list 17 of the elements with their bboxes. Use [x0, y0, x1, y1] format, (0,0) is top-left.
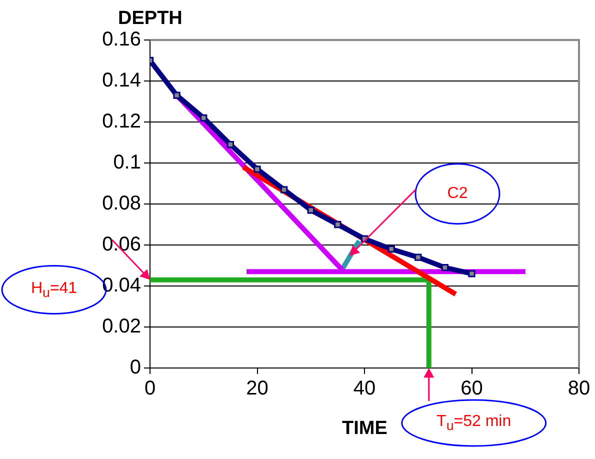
x-tick-label: 20 — [246, 378, 268, 400]
x-axis-title: TIME — [342, 418, 388, 440]
y-tick-label: 0.12 — [102, 110, 141, 133]
y-tick-label: 0.14 — [102, 70, 141, 92]
x-tick-label: 80 — [568, 378, 590, 400]
y-tick-label: 0.08 — [102, 192, 141, 215]
text: T$_{u}$=52 min — [436, 412, 512, 434]
y-tick-label: 0.16 — [102, 28, 141, 51]
annotation: C2 — [447, 184, 468, 203]
y-tick-label: 0 — [130, 356, 141, 379]
x-tick-label: 0 — [144, 378, 156, 400]
x-tick-label: 40 — [353, 378, 376, 400]
text: H$_{u}$=41 — [30, 280, 78, 300]
y-axis-title: DEPTH — [118, 8, 182, 30]
y-tick-label: 0.1 — [113, 152, 141, 174]
x-tick-label: 60 — [460, 378, 483, 400]
y-tick-label: 0.02 — [102, 316, 141, 338]
